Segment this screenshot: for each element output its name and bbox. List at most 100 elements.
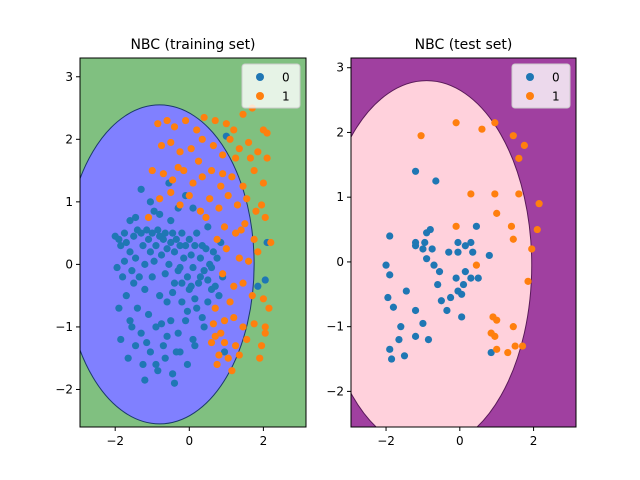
scatter-point-class-0 [185, 235, 193, 243]
scatter-point-class-1 [259, 179, 267, 187]
scatter-point-class-0 [458, 290, 466, 298]
scatter-point-class-0 [189, 204, 197, 212]
scatter-point-class-1 [478, 125, 486, 133]
scatter-point-class-0 [220, 348, 229, 356]
scatter-point-class-0 [165, 260, 173, 268]
plot-area [80, 58, 306, 427]
scatter-point-class-1 [244, 257, 253, 265]
scatter-point-class-1 [159, 170, 167, 178]
scatter-point-class-0 [202, 245, 210, 253]
scatter-point-class-1 [493, 345, 501, 353]
scatter-point-class-1 [250, 320, 258, 328]
legend: 01 [511, 63, 571, 109]
scatter-point-class-0 [148, 273, 156, 281]
legend-box [241, 63, 301, 109]
scatter-point-class-1 [491, 119, 499, 127]
y-tick-label: 2 [336, 125, 344, 139]
scatter-point-class-0 [204, 298, 212, 306]
scatter-point-class-0 [126, 317, 134, 325]
scatter-point-class-0 [445, 248, 453, 256]
scatter-point-class-1 [263, 154, 271, 162]
scatter-point-class-0 [207, 263, 216, 272]
scatter-point-class-0 [467, 274, 475, 282]
scatter-point-class-0 [421, 238, 429, 247]
scatter-point-class-0 [124, 354, 132, 362]
scatter-point-class-0 [384, 293, 392, 302]
scatter-point-class-1 [224, 354, 232, 362]
scatter-point-class-1 [220, 338, 229, 347]
y-tick-label: −2 [55, 382, 73, 396]
scatter-point-class-0 [163, 332, 171, 340]
scatter-point-class-1 [206, 195, 214, 203]
scatter-point-class-1 [217, 329, 225, 337]
scatter-point-class-1 [239, 110, 247, 118]
scatter-point-class-1 [261, 323, 269, 331]
scatter-point-class-0 [487, 348, 495, 357]
scatter-point-class-0 [435, 268, 444, 276]
scatter-point-class-1 [193, 126, 201, 134]
scatter-point-class-0 [183, 273, 192, 281]
scatter-point-class-1 [246, 154, 255, 162]
scatter-point-class-0 [141, 260, 149, 268]
scatter-point-class-0 [115, 235, 123, 243]
series-1 [144, 104, 275, 375]
scatter-point-class-1 [213, 360, 221, 369]
scatter-point-class-1 [256, 354, 264, 362]
scatter-point-class-0 [215, 292, 223, 300]
scatter-point-class-1 [209, 320, 217, 328]
scatter-point-class-0 [191, 242, 199, 250]
scatter-point-class-1 [219, 270, 227, 278]
chart-title: NBC (training set) [130, 37, 255, 53]
scatter-point-class-0 [172, 348, 180, 356]
scatter-point-class-0 [128, 267, 136, 275]
legend-label-1: 1 [282, 90, 290, 104]
scatter-point-class-0 [150, 207, 158, 215]
scatter-point-class-1 [250, 235, 258, 243]
scatter-point-class-1 [211, 332, 219, 340]
scatter-point-class-0 [167, 238, 175, 247]
legend-marker-1 [526, 92, 534, 100]
scatter-point-class-1 [220, 223, 229, 231]
scatter-point-class-0 [146, 348, 154, 356]
scatter-point-class-0 [411, 238, 420, 247]
scatter-point-class-1 [163, 116, 171, 125]
y-tick-label: 0 [336, 255, 344, 269]
scatter-point-class-0 [432, 177, 440, 185]
scatter-point-class-0 [437, 297, 445, 305]
scatter-point-class-1 [511, 342, 519, 350]
x-tick-label: −2 [377, 434, 395, 448]
scatter-point-class-1 [187, 145, 195, 153]
scatter-point-class-0 [193, 304, 201, 312]
scatter-point-class-1 [228, 173, 236, 181]
scatter-point-class-0 [430, 261, 438, 269]
scatter-point-class-0 [120, 257, 129, 265]
scatter-point-class-0 [386, 271, 394, 279]
scatter-point-class-0 [174, 329, 182, 337]
scatter-point-class-0 [434, 280, 442, 289]
scatter-point-class-0 [198, 313, 206, 322]
scatter-point-class-1 [237, 226, 245, 234]
scatter-point-class-0 [193, 229, 201, 237]
y-tick-label: 3 [336, 61, 344, 75]
scatter-point-class-0 [178, 229, 186, 237]
scatter-point-class-0 [183, 360, 192, 369]
scatter-point-class-0 [126, 217, 134, 225]
scatter-point-class-0 [120, 229, 129, 237]
legend-label-1: 1 [552, 90, 560, 104]
scatter-point-class-0 [152, 360, 160, 369]
scatter-point-class-1 [259, 295, 267, 303]
scatter-point-class-1 [232, 154, 240, 162]
scatter-point-class-0 [387, 355, 396, 363]
scatter-point-class-1 [211, 116, 219, 125]
scatter-point-class-0 [472, 222, 481, 230]
legend-marker-0 [526, 73, 534, 81]
scatter-point-class-0 [161, 229, 169, 237]
scatter-point-class-0 [161, 270, 169, 278]
scatter-point-class-0 [196, 254, 205, 262]
decision-region-class-0 [80, 104, 255, 425]
scatter-point-class-1 [507, 222, 516, 230]
scatter-point-class-1 [170, 123, 179, 131]
scatter-point-class-0 [189, 335, 197, 344]
